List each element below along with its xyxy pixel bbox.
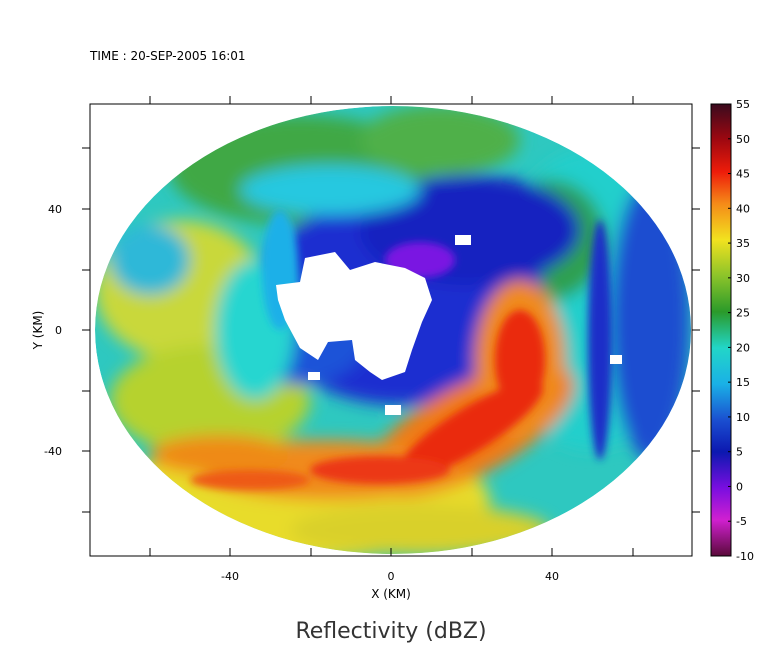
colorbar-label: 15 [736, 376, 750, 389]
chart-title: Reflectivity (dBZ) [295, 619, 486, 644]
y-tick-label: -40 [44, 445, 62, 458]
colorbar-label: 45 [736, 168, 750, 181]
colorbar [710, 103, 732, 557]
colorbar-label: 0 [736, 480, 743, 493]
y-axis [82, 147, 700, 513]
colorbar-label: 25 [736, 307, 750, 320]
colorbar-label: -10 [736, 550, 754, 563]
x-axis-title: X (KM) [371, 587, 411, 601]
x-tick-label: -40 [221, 570, 239, 583]
x-tick-label: 0 [388, 570, 395, 583]
reflectivity-field [95, 106, 691, 554]
colorbar-label: 40 [736, 202, 750, 215]
y-tick-label: 40 [48, 203, 62, 216]
colorbar-label: 55 [736, 98, 750, 111]
colorbar-label: -5 [736, 515, 747, 528]
colorbar-label: 30 [736, 272, 750, 285]
y-tick-label: 0 [55, 324, 62, 337]
colorbar-label: 35 [736, 237, 750, 250]
x-tick-label: 40 [545, 570, 559, 583]
colorbar-ticks [728, 103, 731, 557]
time-label: TIME : 20-SEP-2005 16:01 [89, 49, 246, 63]
colorbar-label: 20 [736, 341, 750, 354]
x-axis [149, 96, 634, 556]
y-axis-title: Y (KM) [31, 311, 45, 351]
colorbar-label: 50 [736, 133, 750, 146]
clear-eye-region [276, 252, 432, 380]
colorbar-label: 5 [736, 446, 743, 459]
colorbar-label: 10 [736, 411, 750, 424]
